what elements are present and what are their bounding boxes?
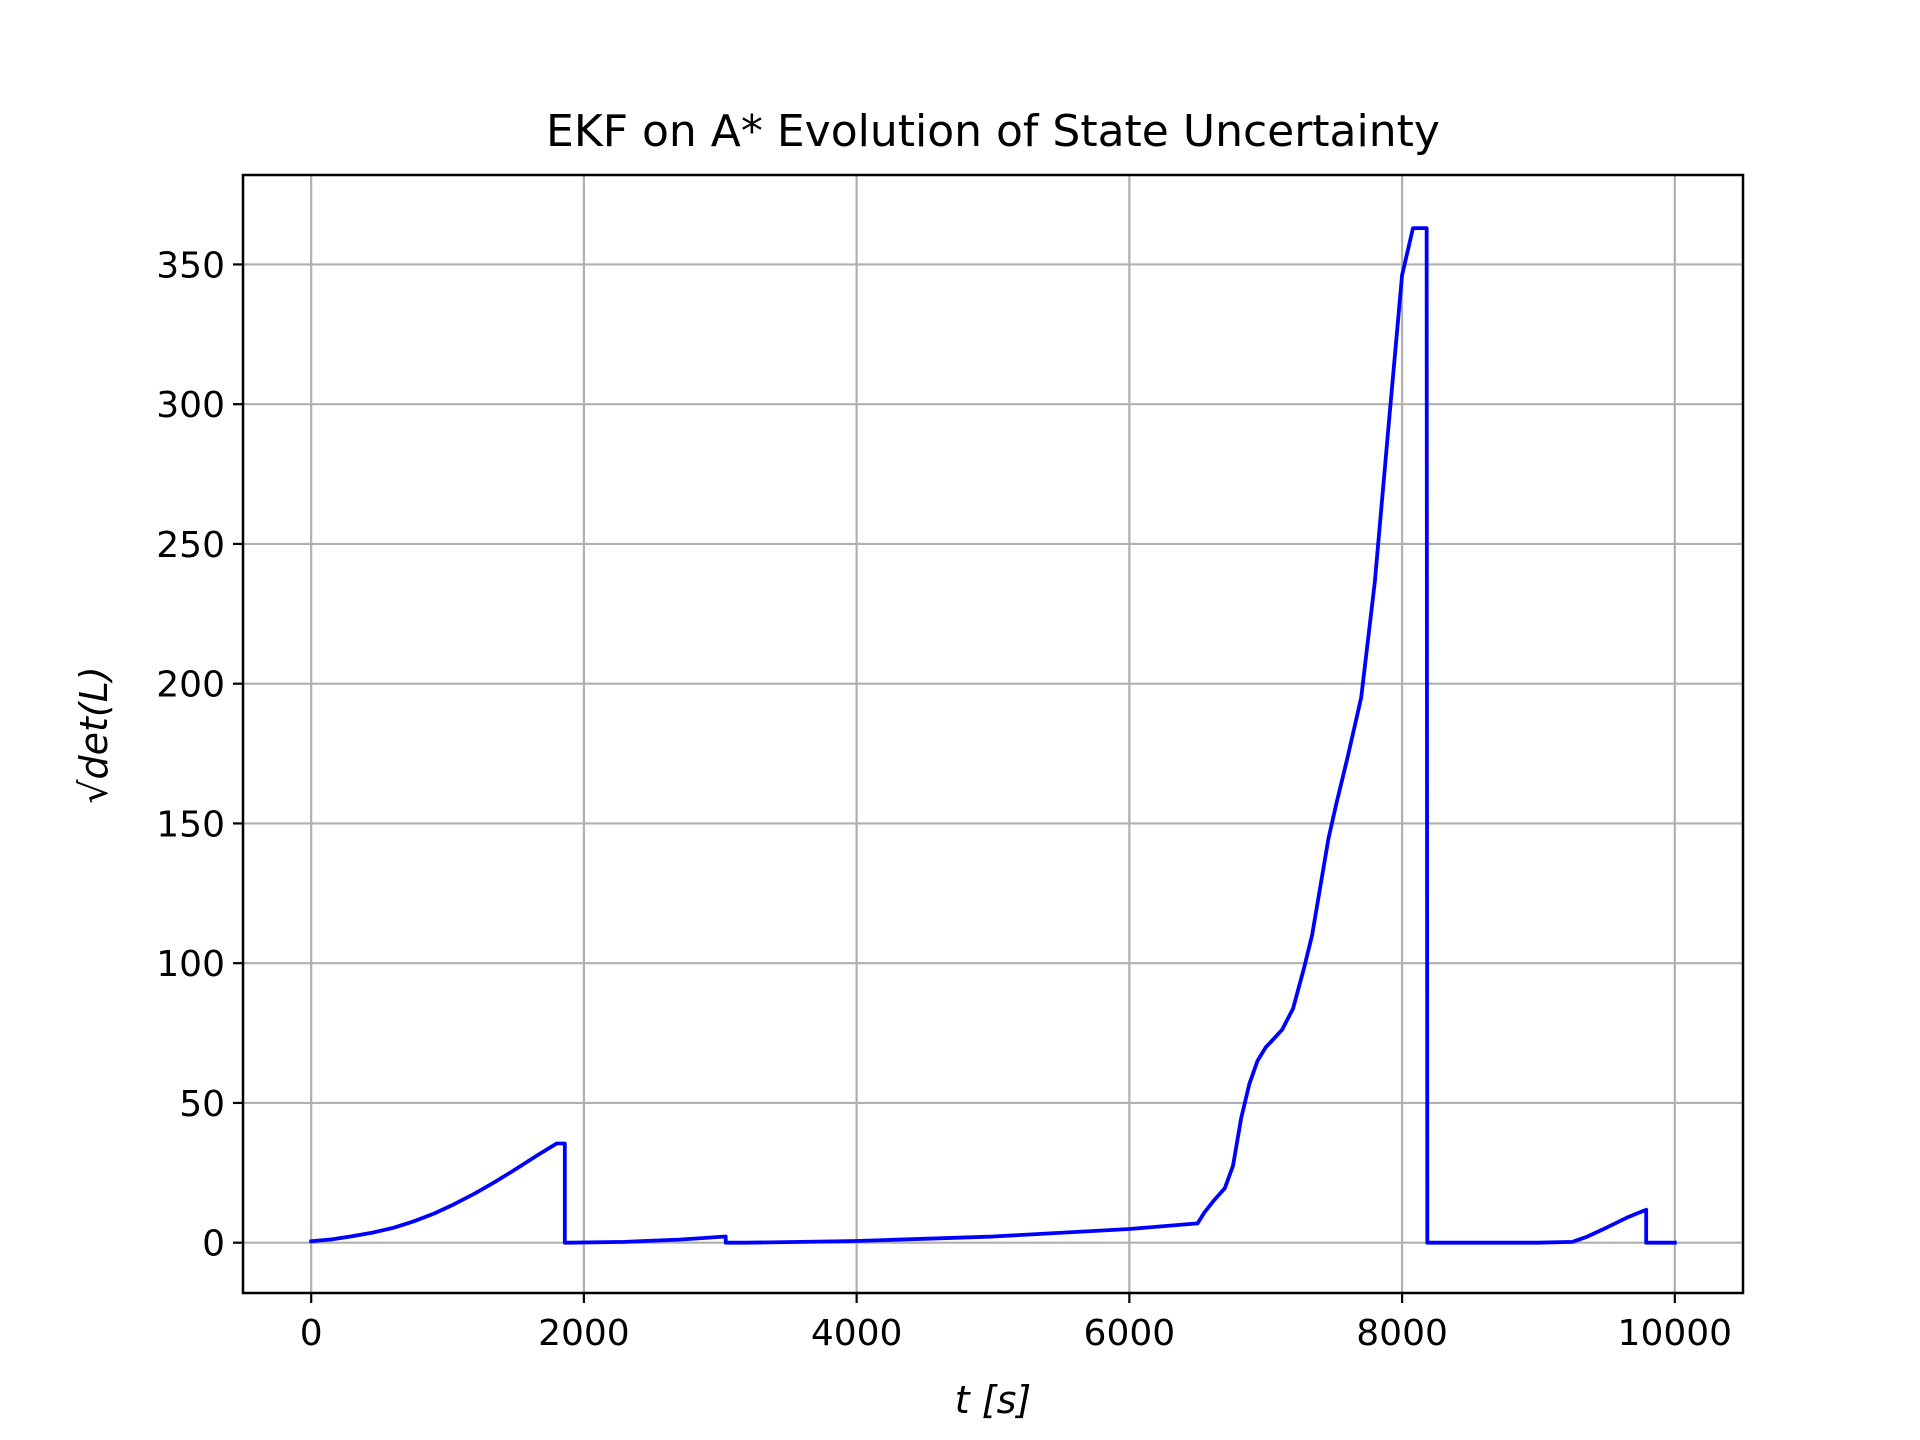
y-tick-label: 50 <box>179 1084 225 1125</box>
plot-frame <box>241 173 1745 1295</box>
x-tick-label: 0 <box>300 1313 323 1354</box>
y-tick-label: 300 <box>156 385 225 426</box>
x-tick-label: 6000 <box>1084 1313 1176 1354</box>
chart-title: EKF on A* Evolution of State Uncertainty <box>546 106 1440 157</box>
y-tick-label: 150 <box>156 804 225 845</box>
x-axis-label: t [s] <box>955 1378 1031 1422</box>
y-tick-label: 200 <box>156 665 225 706</box>
x-tick-label: 4000 <box>811 1313 903 1354</box>
y-tick-label: 250 <box>156 525 225 566</box>
ticks: 0 2000 4000 6000 8000 10000 0 50 100 150 200 250 300… <box>156 245 1732 1354</box>
grid-lines <box>243 175 1743 1293</box>
y-tick-label: 350 <box>156 245 225 286</box>
x-tick-label: 8000 <box>1356 1313 1448 1354</box>
y-tick-label: 0 <box>202 1224 225 1265</box>
x-tick-label: 10000 <box>1618 1313 1733 1354</box>
y-axis-label: √det(L) <box>72 666 116 803</box>
series-layer <box>309 226 1677 1245</box>
y-tick-label: 100 <box>156 944 225 985</box>
series-line <box>309 226 1677 1245</box>
x-tick-label: 2000 <box>538 1313 630 1354</box>
